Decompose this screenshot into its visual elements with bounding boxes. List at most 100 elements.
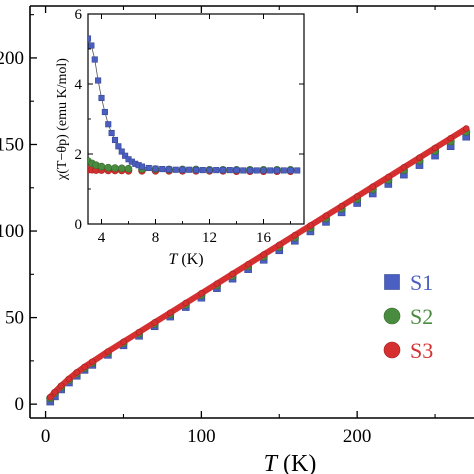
inset-y-tick-label: 2 bbox=[75, 147, 83, 163]
inset-data-point-s1 bbox=[192, 167, 200, 174]
data-point-s3 bbox=[151, 319, 158, 326]
inset-data-point-s1 bbox=[213, 167, 220, 174]
data-point-s3 bbox=[275, 241, 283, 249]
data-point-s3 bbox=[182, 299, 190, 307]
inset-data-point-s1 bbox=[101, 108, 108, 116]
inset-data-point-s1 bbox=[179, 166, 186, 173]
data-point-s3 bbox=[431, 144, 439, 152]
data-point-s3 bbox=[447, 134, 454, 142]
y-tick-label: 50 bbox=[5, 308, 24, 329]
legend-item-s3: S3 bbox=[383, 338, 433, 363]
data-point-s3 bbox=[57, 382, 65, 390]
data-point-s3 bbox=[104, 348, 112, 355]
inset-data-point-s1 bbox=[260, 167, 267, 174]
y-tick-label: 0 bbox=[15, 394, 25, 415]
inset-data-point-s2 bbox=[117, 164, 126, 173]
data-point-s3 bbox=[46, 393, 54, 401]
inset-data-point-s1 bbox=[118, 148, 125, 155]
legend-item-s2: S2 bbox=[383, 304, 433, 329]
legend-marker-s1 bbox=[384, 274, 400, 290]
legend-label-s1: S1 bbox=[410, 270, 433, 295]
data-point-s3 bbox=[400, 164, 408, 171]
data-point-s3 bbox=[416, 154, 423, 161]
inset-data-point-s1 bbox=[122, 152, 129, 159]
inset-data-group bbox=[88, 35, 301, 175]
inset-chart: 4 8 12 16 0 2 4 6 T (K) χ(T−θp) (emu K/mol) bbox=[55, 7, 305, 268]
inset-data-point-s1 bbox=[159, 166, 166, 173]
inset-data-point-s2 bbox=[111, 164, 119, 172]
inset-data-point-s1 bbox=[206, 167, 213, 174]
inset-x-tick-label: 8 bbox=[152, 230, 160, 246]
legend-item-s1: S1 bbox=[384, 270, 433, 295]
inset-y-tick-label: 4 bbox=[75, 77, 83, 93]
data-point-s3 bbox=[81, 363, 88, 371]
data-point-s3 bbox=[244, 260, 252, 268]
data-point-s3 bbox=[73, 369, 81, 376]
legend-marker-s3 bbox=[383, 341, 401, 359]
legend: S1 S2 S3 bbox=[383, 270, 433, 363]
x-axis-label-unit: (K) bbox=[277, 451, 316, 474]
inset-data-point-s1 bbox=[253, 167, 260, 174]
data-point-s3 bbox=[120, 338, 127, 346]
inset-data-point-s1 bbox=[294, 167, 301, 174]
inset-data-point-s1 bbox=[98, 94, 105, 102]
inset-data-point-s1 bbox=[145, 164, 152, 172]
inset-data-point-s1 bbox=[115, 143, 122, 150]
data-point-s3 bbox=[166, 309, 174, 317]
inset-data-point-s1 bbox=[111, 136, 119, 144]
x-axis-label-symbol: T bbox=[264, 451, 279, 474]
data-point-s3 bbox=[369, 183, 377, 191]
inset-data-point-s1 bbox=[88, 42, 95, 49]
inset-data-point-s1 bbox=[152, 165, 159, 172]
inset-data-point-s1 bbox=[108, 129, 115, 137]
data-point-s3 bbox=[198, 290, 205, 297]
inset-y-axis-label: χ(T−θp) (emu K/mol) bbox=[55, 58, 70, 181]
y-tick-label: 150 bbox=[0, 134, 24, 155]
data-point-s3 bbox=[307, 222, 314, 229]
inset-data-point-s1 bbox=[95, 77, 102, 84]
inset-data-point-s1 bbox=[280, 167, 287, 174]
inset-data-point-s1 bbox=[240, 167, 247, 174]
inset-data-point-s1 bbox=[138, 163, 146, 170]
inset-data-point-s1 bbox=[226, 167, 233, 174]
inset-data-point-s1 bbox=[91, 56, 98, 63]
inset-data-point-s1 bbox=[88, 35, 92, 42]
data-point-s3 bbox=[322, 212, 330, 220]
inset-data-point-s2 bbox=[97, 162, 106, 171]
data-point-s3 bbox=[89, 358, 96, 366]
inset-y-tick-label: 0 bbox=[75, 217, 83, 233]
inset-data-point-s1 bbox=[246, 167, 254, 174]
y-tick-label: 100 bbox=[0, 221, 24, 242]
inset-data-point-s1 bbox=[105, 121, 112, 128]
legend-label-s2: S2 bbox=[410, 304, 433, 329]
data-point-s3 bbox=[260, 251, 267, 258]
main-chart: 0 100 200 0 50 100 150 200 T (K) bbox=[0, 5, 474, 474]
inset-data-point-s1 bbox=[287, 167, 294, 174]
data-point-s3 bbox=[353, 193, 361, 200]
inset-data-point-s1 bbox=[273, 167, 281, 174]
data-point-s3 bbox=[462, 125, 470, 132]
inset-frame bbox=[87, 13, 305, 225]
inset-data-point-s2 bbox=[124, 164, 133, 173]
inset-data-point-s1 bbox=[199, 167, 206, 174]
inset-data-point-s1 bbox=[172, 166, 179, 173]
inset-x-tick-label: 4 bbox=[98, 230, 106, 246]
x-tick-label: 0 bbox=[41, 426, 51, 447]
data-point-s3 bbox=[229, 270, 236, 278]
inset-data-point-s1 bbox=[233, 167, 240, 174]
inset-series-s1 bbox=[88, 35, 301, 174]
inset-y-tick-label: 6 bbox=[75, 7, 83, 23]
y-tick-label: 200 bbox=[0, 48, 24, 69]
legend-label-s3: S3 bbox=[410, 338, 433, 363]
data-point-s3 bbox=[65, 375, 73, 383]
x-tick-label: 100 bbox=[187, 426, 216, 447]
inset-x-tick-label: 16 bbox=[256, 230, 272, 246]
x-tick-label: 200 bbox=[343, 426, 372, 447]
inset-data-point-s1 bbox=[186, 166, 193, 173]
inset-x-axis-label-symbol: T bbox=[168, 251, 178, 268]
data-point-s3 bbox=[135, 328, 143, 336]
data-point-s3 bbox=[213, 280, 221, 287]
series-s3 bbox=[46, 125, 470, 401]
main-data-group bbox=[46, 125, 471, 406]
